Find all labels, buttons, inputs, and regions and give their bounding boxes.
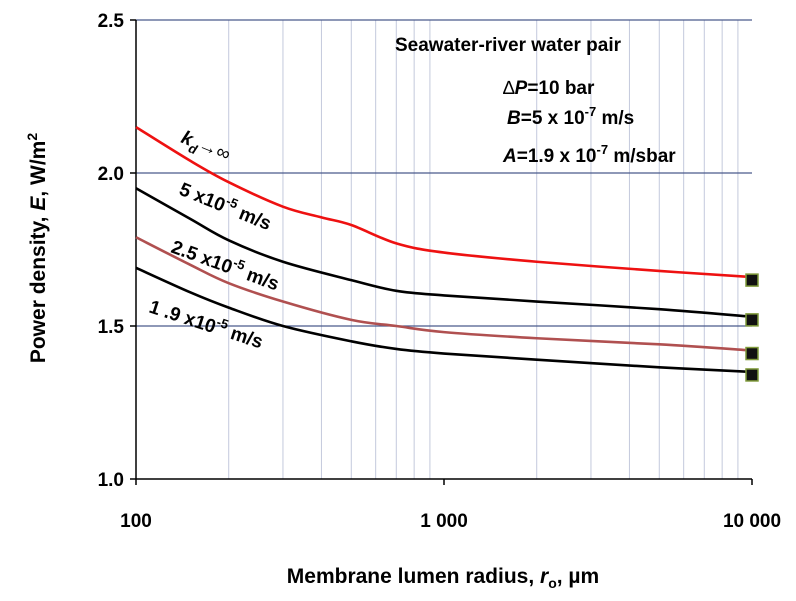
kd-tail: →∞ xyxy=(195,134,233,166)
xlabel-main: Membrane lumen radius, xyxy=(287,565,540,588)
end-markers xyxy=(745,273,759,382)
b-post: m/s xyxy=(596,108,634,129)
xlabel-var: r xyxy=(540,565,550,588)
end-marker-2 xyxy=(745,346,759,361)
b-exp: -7 xyxy=(585,104,597,119)
y-axis-title: Power density, E, W/m2 xyxy=(24,133,50,364)
minor-x-gridlines xyxy=(228,20,739,479)
y-tick-labels: 1.0 1.5 2.0 2.5 xyxy=(98,11,125,491)
dp-symbol: ∆ xyxy=(503,78,515,99)
s5-pre: 5 x10 xyxy=(176,179,228,216)
series-line-3 xyxy=(135,266,753,374)
y-tick-label: 1.0 xyxy=(98,470,124,491)
xlabel-tail: , µm xyxy=(557,565,599,588)
y-tick-label: 2.0 xyxy=(98,164,124,185)
dp-rest: =10 bar xyxy=(527,78,595,99)
annotation-dp: ∆P=10 bar xyxy=(503,78,595,99)
s19-exp: -5 xyxy=(215,314,231,332)
end-marker-0 xyxy=(745,273,759,287)
series-line-2 xyxy=(135,236,753,352)
series-label-1-9: 1 .9 x10-5 m/s xyxy=(146,293,266,353)
a-var: A xyxy=(502,146,517,167)
xlabel-sub: o xyxy=(548,575,557,591)
end-marker-1 xyxy=(745,313,759,327)
a-exp: -7 xyxy=(597,142,609,157)
x-tick-label: 100 xyxy=(120,511,152,532)
x-axis-title: Membrane lumen radius, ro, µm xyxy=(287,565,599,591)
ylabel-main: Power density, xyxy=(27,211,50,364)
s19-pre: 1 .9 x10 xyxy=(146,297,218,338)
series-lines xyxy=(135,125,753,374)
s25-exp: -5 xyxy=(231,255,247,273)
series-line-1 xyxy=(135,187,753,319)
s5-post: m/s xyxy=(231,201,274,235)
series-label-2-5: 2.5 x10-5 m/s xyxy=(168,233,283,295)
series-line-0 xyxy=(135,125,753,279)
a-pre: =1.9 x 10 xyxy=(517,146,597,167)
x-tick-label: 1 000 xyxy=(420,511,468,532)
ylabel-var: E xyxy=(27,196,50,211)
annotation-a: A=1.9 x 10-7 m/sbar xyxy=(502,142,676,167)
x-tick-label: 10 000 xyxy=(723,511,781,532)
annotation-pair: Seawater-river water pair xyxy=(395,35,622,56)
annotation-b: B=5 x 10-7 m/s xyxy=(507,104,634,129)
major-y-gridlines xyxy=(130,19,753,485)
dp-var: P xyxy=(515,78,528,99)
s5-exp: -5 xyxy=(224,193,240,211)
end-marker-3 xyxy=(745,368,759,382)
y-tick-label: 1.5 xyxy=(98,317,125,338)
ylabel-sup: 2 xyxy=(24,133,40,141)
b-pre: =5 x 10 xyxy=(521,108,585,129)
y-tick-label: 2.5 xyxy=(98,11,125,32)
x-tick-labels: 100 1 000 10 000 xyxy=(120,511,781,532)
series-label-kd: kd→∞ xyxy=(177,127,234,169)
series-label-5: 5 x10-5 m/s xyxy=(176,175,275,235)
s25-pre: 2.5 x10 xyxy=(168,237,235,278)
a-post: m/sbar xyxy=(608,146,676,167)
ylabel-tail: , W/m xyxy=(27,141,50,197)
b-var: B xyxy=(507,108,521,129)
